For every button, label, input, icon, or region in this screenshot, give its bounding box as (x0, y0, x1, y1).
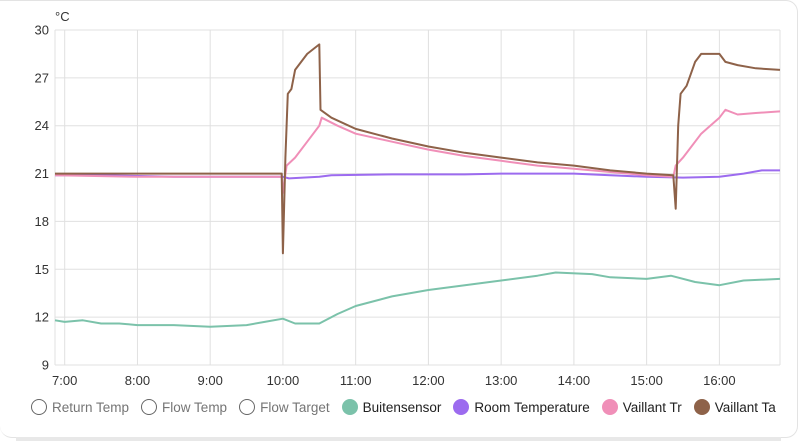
legend-label: Room Temperature (474, 399, 590, 415)
x-tick-label: 10:00 (267, 373, 300, 388)
legend-item-buitensensor[interactable]: Buitensensor (341, 399, 442, 415)
y-tick-label: 18 (35, 214, 49, 229)
x-tick-label: 9:00 (198, 373, 223, 388)
temperature-chart[interactable]: 9 12 15 18 21 24 27 30 7:00 8:00 9:00 10:00 11:00 12:… (0, 0, 800, 395)
y-tick-label: 15 (35, 262, 49, 277)
x-tick-label: 8:00 (125, 373, 150, 388)
legend-dot-icon (601, 399, 618, 415)
x-tick-label: 12:00 (412, 373, 445, 388)
legend-circle-outline-icon (141, 399, 158, 415)
legend-item-room-temperature[interactable]: Room Temperature (453, 399, 590, 415)
legend-label: Vaillant Tr (622, 399, 682, 415)
y-tick-label: 30 (35, 23, 49, 38)
x-tick-label: 16:00 (703, 373, 736, 388)
x-tick-label: 14:00 (558, 373, 591, 388)
legend-label: Buitensensor (362, 399, 442, 415)
x-tick-label: 11:00 (340, 373, 372, 388)
legend-dot-icon (341, 399, 358, 415)
legend-label: Flow Target (260, 399, 330, 415)
x-tick-label: 15:00 (630, 373, 663, 388)
series-line-buitensensor[interactable] (54, 271, 781, 328)
y-tick-label: 9 (42, 358, 49, 373)
legend-label: Flow Temp (162, 399, 228, 415)
y-axis-unit: °C (55, 9, 70, 24)
series-line-vaillant-ta[interactable] (55, 43, 781, 255)
y-tick-label: 12 (35, 310, 49, 325)
legend-item-flow-target[interactable]: Flow Target (239, 399, 330, 415)
y-tick-label: 24 (35, 118, 49, 133)
series-line-vaillant-tr[interactable] (54, 108, 781, 194)
x-tick-label: 13:00 (485, 373, 518, 388)
card-divider (16, 437, 781, 441)
legend-item-vaillant-ta[interactable]: Vaillant Ta (693, 399, 776, 415)
legend-dot-icon (693, 399, 710, 415)
legend-dot-icon (453, 399, 470, 415)
legend-label: Return Temp (52, 399, 130, 415)
x-tick-label: 7:00 (52, 373, 77, 388)
legend-label: Vaillant Ta (714, 399, 776, 415)
legend-circle-outline-icon (239, 399, 256, 415)
legend-item-vaillant-tr[interactable]: Vaillant Tr (601, 399, 682, 415)
legend-item-flow-temp[interactable]: Flow Temp (141, 399, 227, 415)
y-tick-label: 27 (35, 70, 49, 85)
y-tick-label: 21 (35, 166, 49, 181)
chart-legend: Return Temp Flow Temp Flow Target Buitensen… (31, 399, 788, 415)
legend-item-return-temp[interactable]: Return Temp (31, 399, 129, 415)
legend-circle-outline-icon (31, 399, 47, 415)
